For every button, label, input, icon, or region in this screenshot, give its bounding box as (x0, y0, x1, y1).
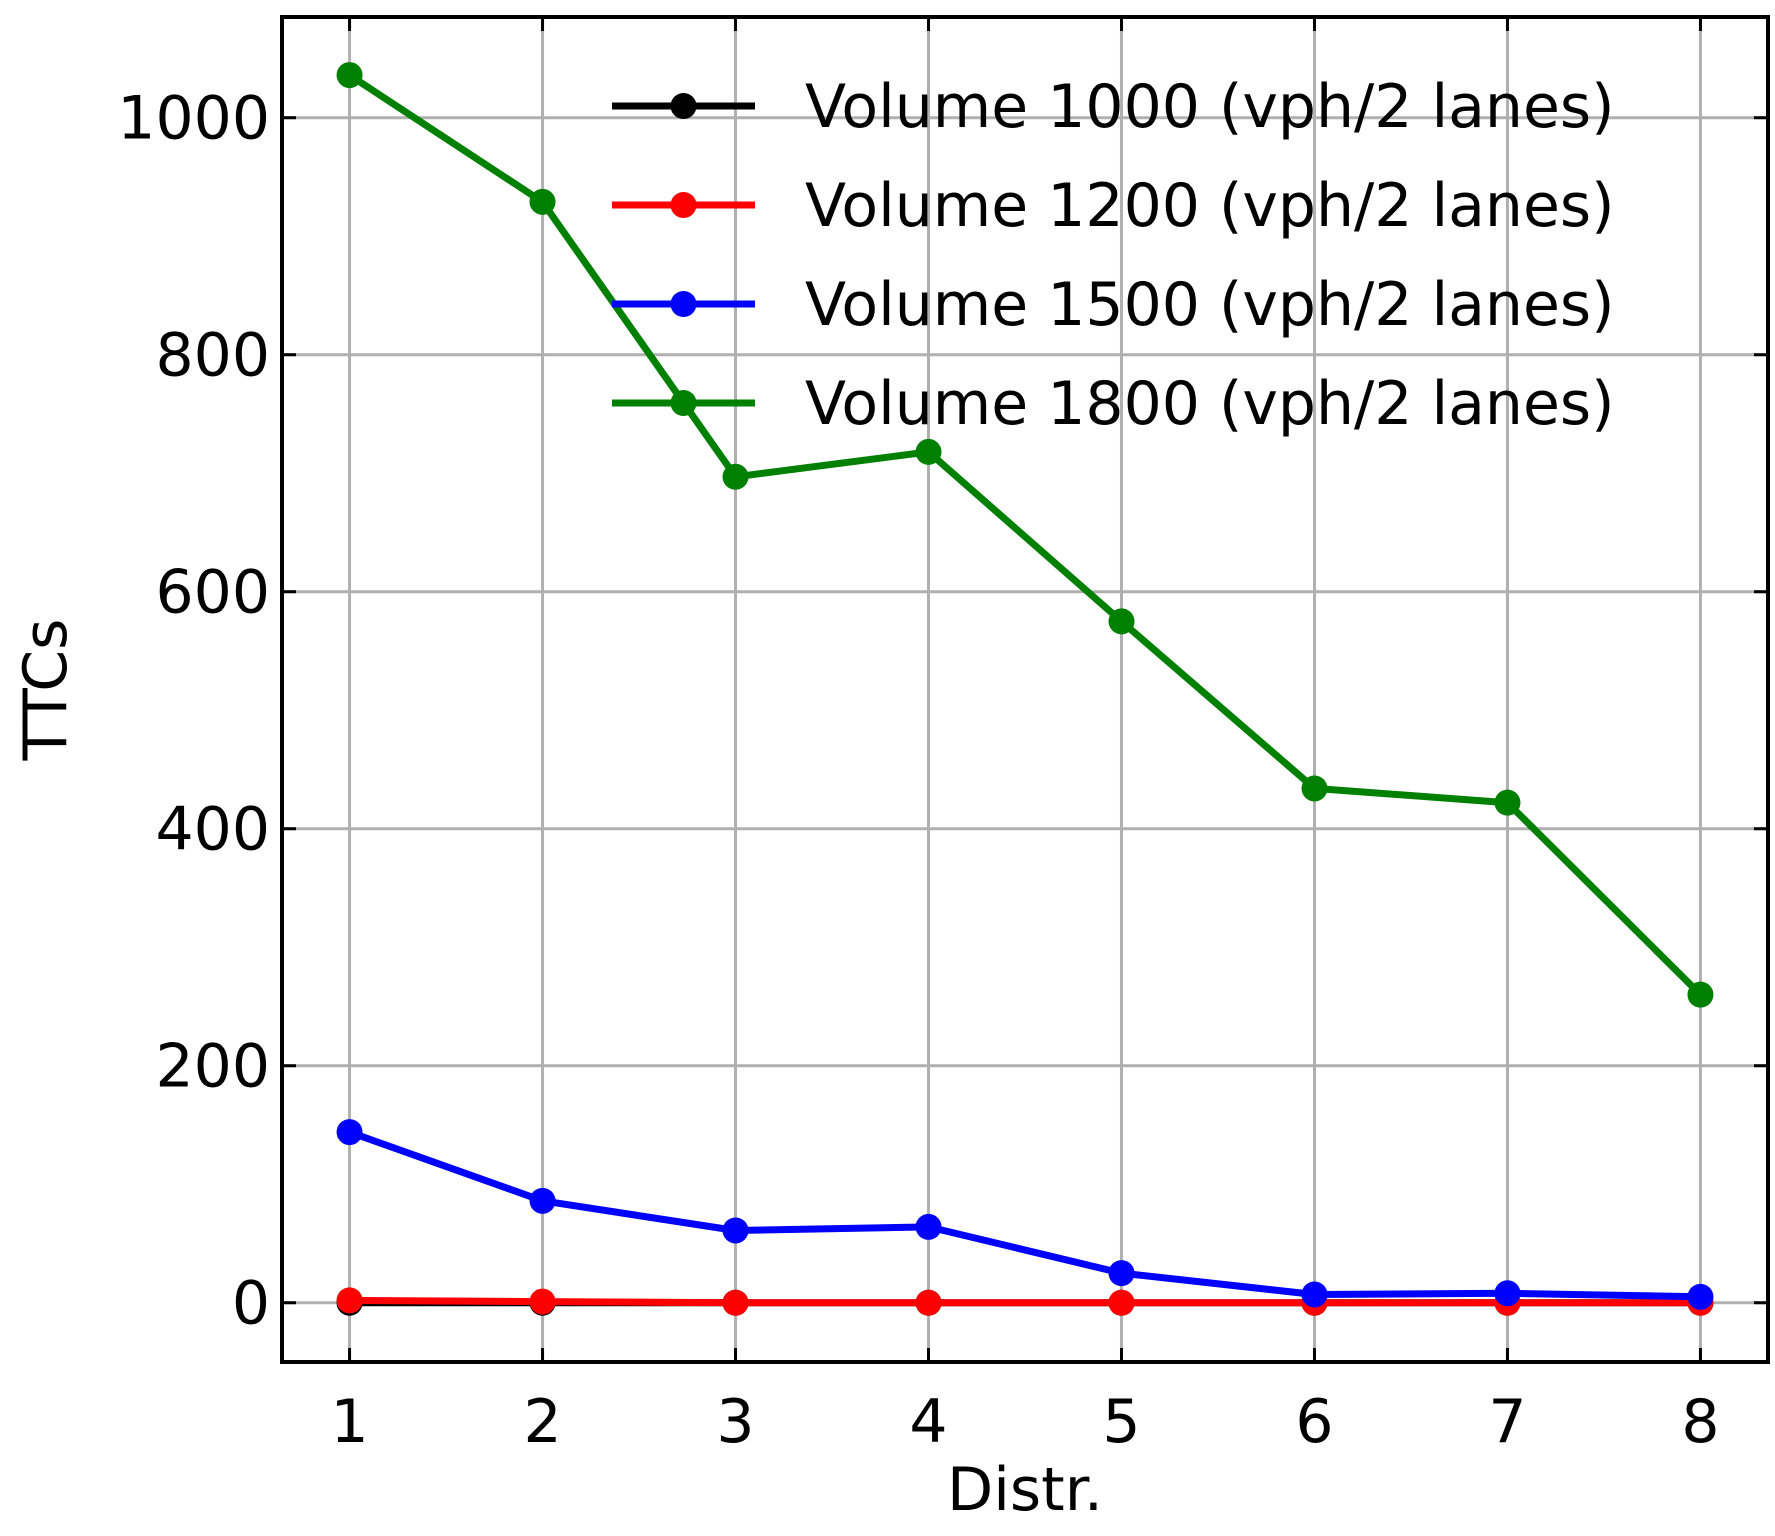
data-point (1108, 608, 1135, 635)
data-point (722, 463, 749, 490)
legend-marker (670, 390, 697, 416)
legend-entry-4: Volume 1800 (vph/2 lanes) (612, 369, 1615, 439)
x-tick-label: 1 (330, 1387, 368, 1457)
y-tick-label: 0 (232, 1269, 270, 1339)
series-line (348, 1128, 1701, 1301)
x-tick-label: 4 (909, 1387, 947, 1457)
legend-entry-3: Volume 1500 (vph/2 lanes) (612, 270, 1615, 340)
series-4 (336, 62, 1714, 1008)
legend-label: Volume 1500 (vph/2 lanes) (805, 270, 1615, 340)
data-point (915, 1289, 942, 1316)
data-point (1494, 789, 1521, 816)
x-axis-label: Distr. (947, 1455, 1103, 1525)
x-tick-label: 3 (716, 1387, 754, 1457)
data-point (1108, 1260, 1135, 1287)
data-point (336, 1287, 363, 1314)
y-tick-label: 600 (155, 558, 270, 628)
data-point (722, 1217, 749, 1244)
data-point (529, 188, 556, 215)
plot-frame (280, 15, 1770, 1364)
series-line (347, 72, 1703, 998)
y-tick-label: 400 (155, 795, 270, 865)
data-point (336, 1119, 363, 1146)
y-tick-label: 1000 (117, 84, 270, 154)
legend-label: Volume 1200 (vph/2 lanes) (805, 171, 1615, 241)
legend-label: Volume 1000 (vph/2 lanes) (805, 72, 1615, 142)
legend-marker (670, 93, 697, 119)
data-point (529, 1187, 556, 1214)
y-tick-label: 200 (155, 1032, 270, 1102)
x-tick-label: 6 (1295, 1387, 1333, 1457)
legend-marker (670, 291, 697, 317)
x-tick-label: 2 (523, 1387, 561, 1457)
legend-label: Volume 1800 (vph/2 lanes) (805, 369, 1615, 439)
data-point (722, 1289, 749, 1316)
data-point (1687, 981, 1714, 1008)
data-point (1108, 1289, 1135, 1316)
series-3 (336, 1119, 1714, 1310)
data-point (1494, 1280, 1521, 1307)
legend-entry-2: Volume 1200 (vph/2 lanes) (612, 171, 1615, 241)
axis-ticks: 1 2 3 4 5 6 7 8 0 200 400 600 800 1000 (117, 17, 1768, 1457)
legend: Volume 1000 (vph/2 lanes) Volume 1200 (vp… (612, 72, 1615, 439)
data-point (1301, 775, 1328, 802)
x-tick-label: 8 (1681, 1387, 1719, 1457)
plot-border (280, 15, 1770, 1364)
x-tick-label: 7 (1488, 1387, 1526, 1457)
data-point (915, 438, 942, 465)
y-axis-label: TTCs (11, 619, 81, 762)
x-tick-label: 5 (1102, 1387, 1140, 1457)
data-point (915, 1213, 942, 1240)
y-tick-label: 800 (155, 321, 270, 391)
data-point (1301, 1281, 1328, 1308)
series-line (349, 1296, 1701, 1307)
legend-entry-1: Volume 1000 (vph/2 lanes) (612, 72, 1615, 142)
data-point (529, 1288, 556, 1315)
data-point (1687, 1283, 1714, 1310)
series-layer (336, 62, 1714, 1316)
data-point (336, 62, 363, 89)
legend-marker (670, 192, 697, 218)
